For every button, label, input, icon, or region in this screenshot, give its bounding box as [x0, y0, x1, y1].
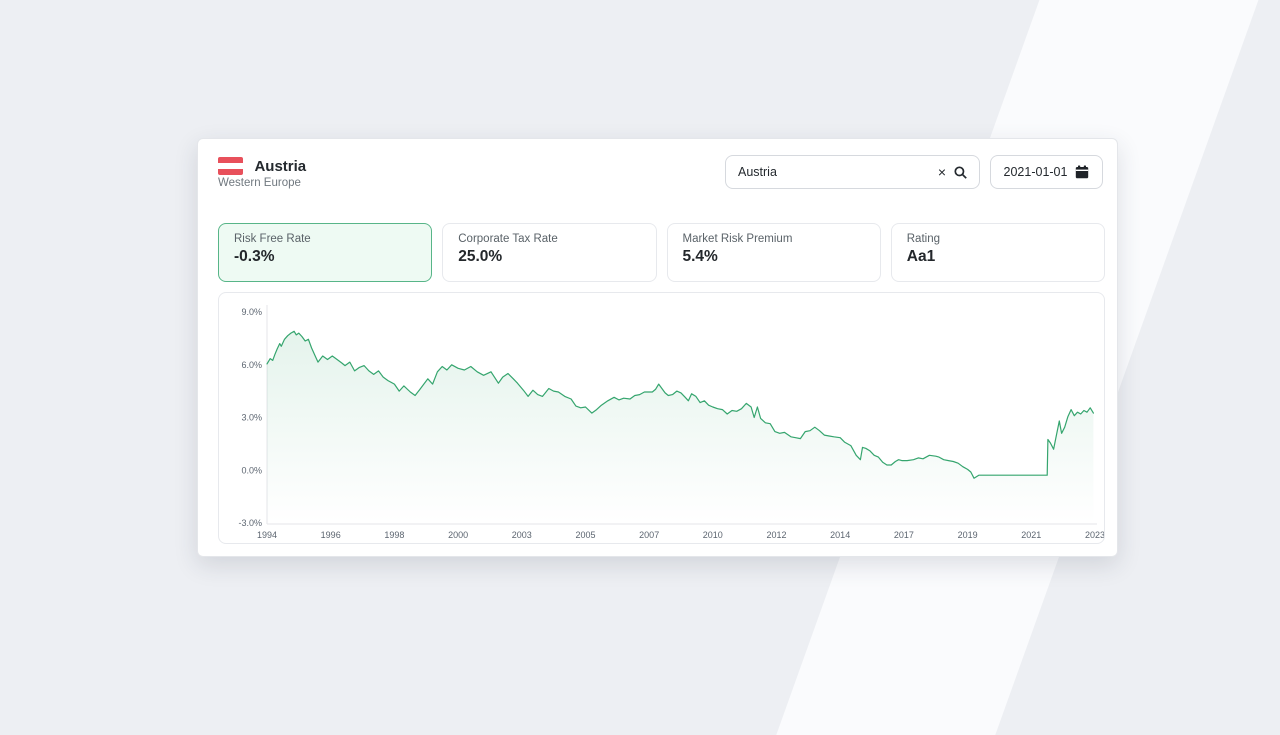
flag-stripe-red-bottom: [218, 169, 243, 175]
svg-text:6.0%: 6.0%: [241, 360, 262, 370]
search-icon[interactable]: [954, 165, 967, 179]
risk-free-rate-chart-panel: 9.0% 6.0% 3.0% 0.0% -3.0% 1994 1996 1998 2000 200…: [218, 292, 1105, 544]
svg-text:9.0%: 9.0%: [241, 307, 262, 317]
svg-text:2019: 2019: [958, 530, 978, 540]
country-search-box[interactable]: Austria ×: [725, 155, 980, 189]
stat-label: Risk Free Rate: [234, 233, 311, 245]
search-input[interactable]: Austria: [738, 165, 777, 179]
risk-free-rate-chart[interactable]: 9.0% 6.0% 3.0% 0.0% -3.0% 1994 1996 1998 2000 200…: [219, 293, 1104, 543]
svg-text:2021: 2021: [1021, 530, 1041, 540]
stat-cards-row: Risk Free Rate -0.3% Corporate Tax Rate …: [218, 223, 1105, 282]
stat-label: Market Risk Premium: [682, 233, 793, 245]
stat-value: -0.3%: [234, 248, 275, 265]
svg-text:2007: 2007: [639, 530, 659, 540]
header-controls: Austria × 2021-01-01: [725, 155, 1103, 189]
calendar-icon[interactable]: [1075, 165, 1089, 179]
flag-stripe-red-top: [218, 157, 243, 163]
svg-text:1998: 1998: [384, 530, 404, 540]
svg-text:2014: 2014: [830, 530, 850, 540]
svg-text:0.0%: 0.0%: [241, 465, 262, 475]
stat-card-corporate-tax-rate[interactable]: Corporate Tax Rate 25.0%: [442, 223, 657, 282]
stat-card-market-risk-premium[interactable]: Market Risk Premium 5.4%: [666, 223, 881, 282]
svg-text:-3.0%: -3.0%: [238, 518, 262, 528]
stat-label: Corporate Tax Rate: [458, 233, 558, 245]
svg-text:3.0%: 3.0%: [241, 413, 262, 423]
svg-text:1994: 1994: [257, 530, 277, 540]
stat-card-rating[interactable]: Rating Aa1: [890, 223, 1105, 282]
stat-label: Rating: [906, 233, 940, 245]
svg-text:2000: 2000: [448, 530, 468, 540]
svg-text:2012: 2012: [766, 530, 786, 540]
stat-value: Aa1: [906, 248, 936, 265]
country-header: Austria Western Europe: [218, 157, 306, 189]
svg-text:2023: 2023: [1085, 530, 1104, 540]
stat-value: 25.0%: [458, 248, 503, 265]
clear-icon[interactable]: ×: [937, 164, 946, 180]
stat-value: 5.4%: [682, 248, 718, 265]
svg-text:2005: 2005: [575, 530, 595, 540]
country-title: Austria: [254, 157, 307, 175]
country-dashboard-card: Austria Western Europe Austria × 2021-01…: [197, 138, 1118, 557]
svg-text:2010: 2010: [703, 530, 723, 540]
flag-stripe-white: [218, 163, 243, 169]
svg-text:1996: 1996: [321, 530, 341, 540]
svg-text:2017: 2017: [894, 530, 914, 540]
date-picker[interactable]: 2021-01-01: [990, 155, 1103, 189]
date-value[interactable]: 2021-01-01: [1003, 165, 1068, 179]
region-subtitle: Western Europe: [218, 177, 301, 190]
stat-card-risk-free-rate[interactable]: Risk Free Rate -0.3%: [218, 223, 433, 282]
austria-flag-icon: [218, 157, 243, 175]
svg-text:2003: 2003: [512, 530, 532, 540]
